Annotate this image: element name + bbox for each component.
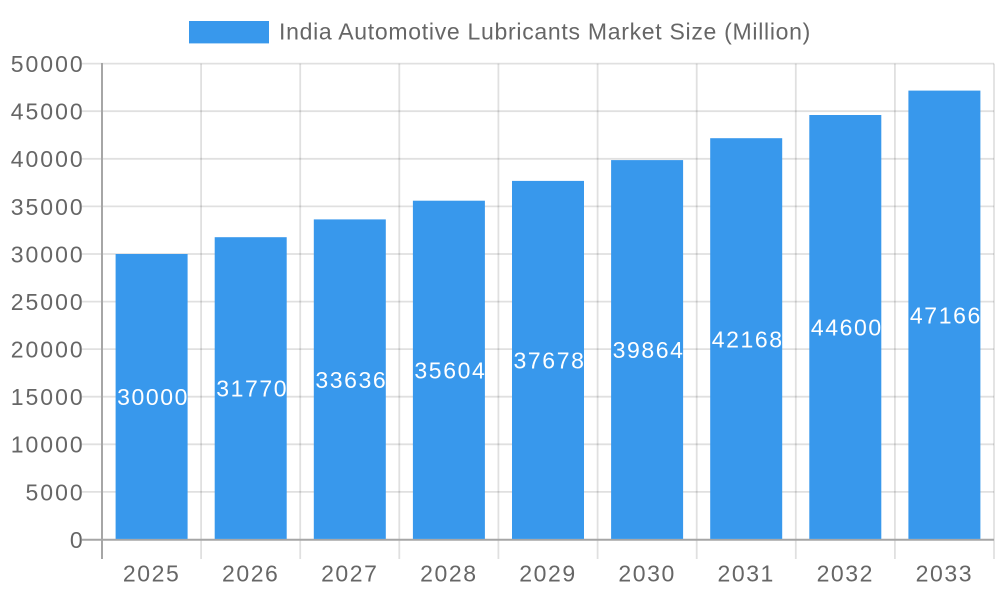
svg-text:20000: 20000 xyxy=(11,337,85,363)
svg-text:37678: 37678 xyxy=(514,348,586,374)
svg-text:44600: 44600 xyxy=(811,315,883,341)
svg-text:5000: 5000 xyxy=(26,479,85,505)
svg-text:30000: 30000 xyxy=(11,241,85,267)
svg-text:2031: 2031 xyxy=(717,560,774,586)
svg-text:35000: 35000 xyxy=(11,194,85,220)
svg-text:47166: 47166 xyxy=(910,303,982,329)
svg-text:30000: 30000 xyxy=(117,384,189,410)
svg-text:2025: 2025 xyxy=(123,560,180,586)
svg-text:31770: 31770 xyxy=(216,376,288,402)
svg-text:India Automotive Lubricants Ma: India Automotive Lubricants Market Size … xyxy=(279,18,811,44)
svg-text:42168: 42168 xyxy=(712,326,784,352)
svg-text:35604: 35604 xyxy=(414,358,486,384)
svg-text:2032: 2032 xyxy=(817,560,874,586)
svg-text:33636: 33636 xyxy=(315,367,387,393)
svg-text:39864: 39864 xyxy=(613,337,685,363)
svg-text:45000: 45000 xyxy=(11,99,85,125)
svg-text:40000: 40000 xyxy=(11,146,85,172)
svg-text:2028: 2028 xyxy=(420,560,477,586)
svg-text:2029: 2029 xyxy=(519,560,576,586)
svg-text:10000: 10000 xyxy=(11,432,85,458)
svg-text:2026: 2026 xyxy=(222,560,279,586)
svg-text:0: 0 xyxy=(70,527,85,553)
svg-text:2033: 2033 xyxy=(916,560,973,586)
svg-text:50000: 50000 xyxy=(11,51,85,77)
svg-text:2027: 2027 xyxy=(321,560,378,586)
svg-text:2030: 2030 xyxy=(618,560,675,586)
svg-text:25000: 25000 xyxy=(11,289,85,315)
svg-text:15000: 15000 xyxy=(11,384,85,410)
